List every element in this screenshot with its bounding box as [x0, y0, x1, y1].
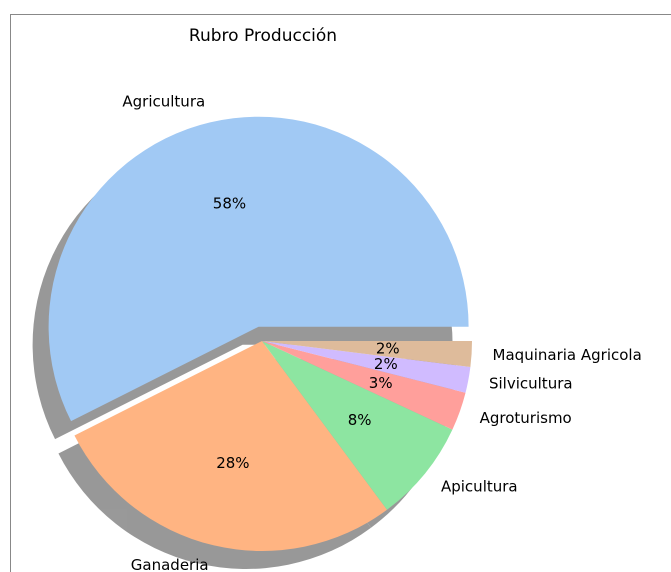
value-label: 2% — [376, 339, 400, 357]
frame — [10, 14, 671, 572]
wedge-label: Ganaderia — [131, 556, 209, 572]
value-label: 28% — [216, 454, 249, 472]
wedge — [262, 341, 471, 393]
wedge-group — [48, 116, 472, 551]
wedge-label: Maquinaria Agricola — [493, 346, 642, 364]
wedge — [262, 341, 472, 368]
wedge-label: Agroturismo — [480, 409, 572, 427]
wedge-label: Silvicultura — [489, 374, 573, 392]
wedge — [48, 116, 469, 422]
value-label: 8% — [348, 411, 372, 429]
wedge — [262, 341, 453, 510]
chart-title: Rubro Producción — [189, 26, 337, 46]
value-label: 3% — [369, 374, 393, 392]
value-label: 58% — [213, 195, 246, 213]
wedge — [262, 341, 466, 430]
wedge-label: Agricultura — [122, 92, 205, 110]
value-label: 2% — [374, 355, 398, 373]
wedge-label: Apicultura — [441, 478, 518, 496]
wedge — [74, 341, 388, 551]
